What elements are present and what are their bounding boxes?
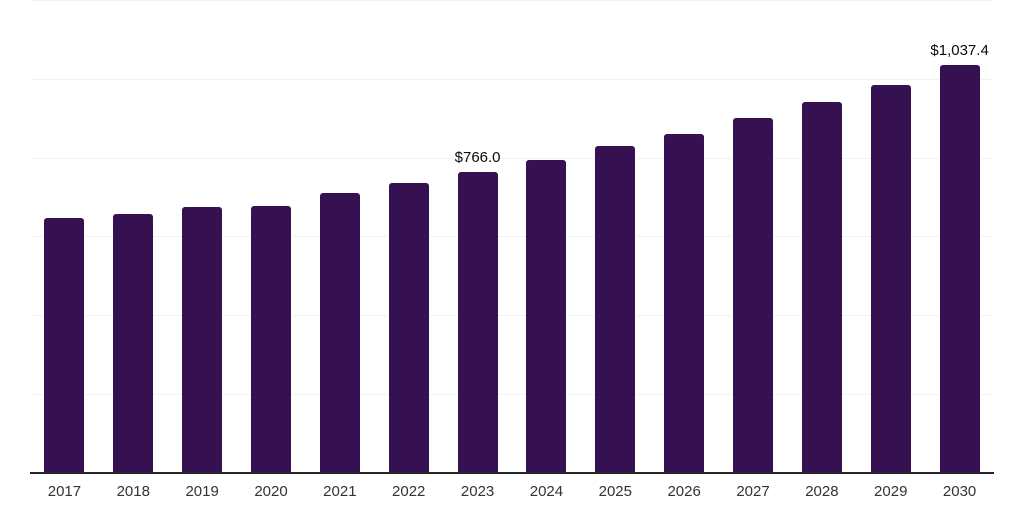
- bar-2019[interactable]: [182, 207, 223, 474]
- x-tick-label-2017: 2017: [47, 483, 82, 500]
- bar-2027[interactable]: [733, 118, 774, 474]
- x-tick-label-2019: 2019: [185, 483, 219, 500]
- bar-2025[interactable]: [595, 146, 636, 474]
- bar-2021[interactable]: [319, 193, 360, 474]
- plot-area: $766.0 $1,037.4: [30, 0, 994, 474]
- x-tick-label-2026: 2026: [667, 483, 701, 500]
- gridline-400: [30, 315, 994, 316]
- x-tick-label-2027: 2027: [736, 483, 770, 500]
- x-axis-line: [30, 472, 994, 474]
- x-tick-label-2025: 2025: [598, 483, 632, 500]
- bar-slot-2026: [650, 0, 719, 474]
- bar-slot-2029: [856, 0, 925, 474]
- bar-2029[interactable]: [870, 85, 911, 474]
- x-tick-label-2021: 2021: [323, 483, 357, 500]
- bar-slot-2025: [581, 0, 650, 474]
- x-tick-label-2022: 2022: [392, 483, 426, 500]
- bar-slot-2024: [512, 0, 581, 474]
- bar-slot-2028: [787, 0, 856, 474]
- gridline-200: [30, 394, 994, 395]
- bar-2020[interactable]: [251, 206, 291, 474]
- bar-2026[interactable]: [664, 134, 705, 474]
- bar-slot-2018: [99, 0, 168, 474]
- bars-container: $766.0 $1,037.4: [30, 0, 994, 474]
- bar-2028[interactable]: [801, 102, 842, 474]
- bar-slot-2023: $766.0: [443, 0, 512, 474]
- bar-2017[interactable]: [44, 218, 85, 474]
- bar-slot-2019: [168, 0, 237, 474]
- x-tick-label-2018: 2018: [116, 483, 150, 500]
- gridline-1000: [30, 79, 994, 80]
- gridline-600: [30, 236, 994, 237]
- bar-2030[interactable]: [939, 65, 980, 474]
- bar-2024[interactable]: [526, 160, 567, 474]
- bar-slot-2017: [30, 0, 99, 474]
- x-tick-label-2020: 2020: [254, 483, 288, 500]
- bar-2023[interactable]: [457, 172, 498, 474]
- x-axis-labels: 2017 2018 2019 2020 2021 2022 2023 2024 2025 2026…: [30, 483, 994, 500]
- x-tick-label-2023: 2023: [460, 483, 495, 500]
- bar-2018[interactable]: [113, 214, 154, 474]
- bar-slot-2030: $1,037.4: [925, 0, 994, 474]
- bar-slot-2027: [719, 0, 788, 474]
- x-tick-label-2024: 2024: [529, 483, 564, 500]
- data-label-2023: $766.0: [454, 149, 501, 166]
- gridline-800: [30, 158, 994, 159]
- data-label-2030: $1,037.4: [930, 42, 989, 59]
- x-tick-label-2029: 2029: [874, 483, 908, 500]
- x-tick-label-2030: 2030: [942, 483, 977, 500]
- bar-slot-2021: [305, 0, 374, 474]
- bar-slot-2022: [374, 0, 443, 474]
- bar-2022[interactable]: [388, 183, 429, 474]
- gridline-1200: [30, 0, 994, 1]
- bar-slot-2020: [237, 0, 306, 474]
- x-tick-label-2028: 2028: [805, 483, 839, 500]
